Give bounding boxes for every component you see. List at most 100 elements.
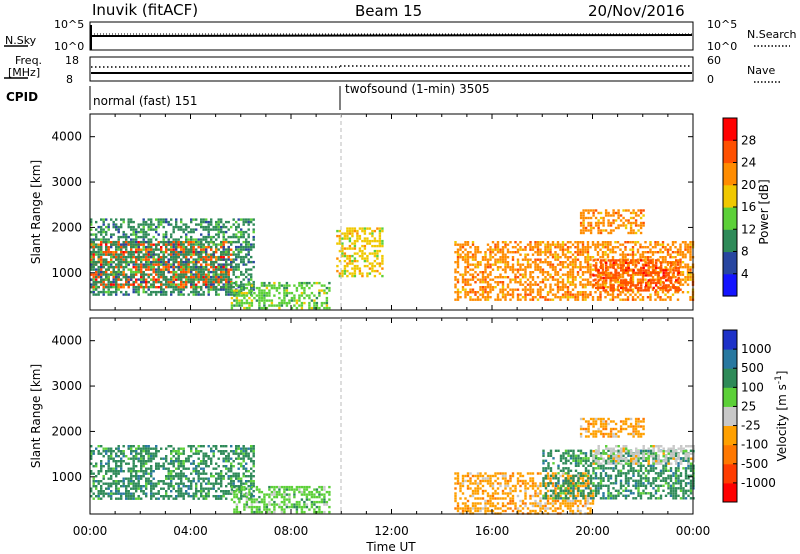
- echo-cell: [634, 253, 637, 256]
- echo-cell: [544, 253, 547, 256]
- echo-cell: [288, 500, 291, 504]
- echo-cell: [102, 283, 105, 286]
- echo-cell: [97, 276, 100, 279]
- echo-cell: [157, 270, 160, 274]
- echo-cell: [486, 293, 490, 296]
- echo-cell: [202, 225, 205, 229]
- echo-cell: [200, 243, 203, 246]
- echo-cell: [92, 256, 95, 259]
- echo-cell: [456, 251, 460, 254]
- echo-cell: [677, 286, 680, 290]
- echo-cell: [381, 262, 384, 265]
- echo-cell: [172, 280, 175, 284]
- echo-cell: [561, 281, 565, 284]
- echo-cell: [669, 296, 672, 299]
- echo-cell: [95, 233, 98, 236]
- echo-cell: [237, 253, 240, 256]
- echo-cell: [647, 271, 650, 275]
- echo-cell: [646, 296, 650, 299]
- echo-cell: [338, 229, 342, 233]
- echo-cell: [140, 497, 143, 500]
- echo-cell: [589, 209, 593, 212]
- echo-cell: [217, 487, 220, 490]
- echo-cell: [252, 482, 255, 485]
- echo-cell: [280, 508, 284, 511]
- echo-cell: [549, 286, 552, 289]
- echo-cell: [145, 268, 148, 271]
- echo-cell: [238, 299, 241, 302]
- echo-cell: [140, 276, 143, 279]
- echo-cell: [147, 245, 150, 249]
- echo-cell: [524, 288, 527, 291]
- echo-cell: [609, 224, 613, 227]
- echo-cell: [546, 263, 550, 266]
- echo-cell: [629, 241, 632, 244]
- echo-cell: [486, 291, 490, 294]
- echo-cell: [635, 259, 638, 262]
- echo-cell: [190, 265, 193, 269]
- echo-cell: [150, 485, 153, 488]
- echo-cell: [215, 273, 218, 276]
- echo-cell: [288, 291, 291, 295]
- echo-cell: [102, 281, 105, 284]
- echo-cell: [217, 243, 220, 246]
- echo-cell: [160, 223, 163, 226]
- echo-cell: [298, 281, 301, 285]
- echo-cell: [621, 256, 625, 259]
- echo-cell: [217, 273, 220, 276]
- echo-cell: [263, 304, 266, 307]
- echo-cell: [561, 263, 565, 266]
- echo-cell: [150, 452, 153, 455]
- echo-cell: [605, 269, 608, 272]
- echo-cell: [170, 278, 173, 281]
- echo-cell: [137, 477, 140, 480]
- echo-cell: [614, 226, 618, 230]
- echo-cell: [554, 271, 557, 274]
- echo-cell: [313, 281, 316, 285]
- echo-cell: [541, 251, 545, 254]
- echo-cell: [574, 263, 577, 266]
- echo-cell: [207, 445, 210, 448]
- echo-cell: [245, 301, 249, 305]
- echo-cell: [92, 265, 95, 269]
- echo-cell: [172, 497, 175, 500]
- echo-cell: [504, 271, 507, 274]
- echo-cell: [97, 225, 100, 229]
- echo-cell: [621, 251, 625, 254]
- echo-cell: [494, 258, 497, 261]
- echo-cell: [147, 293, 150, 296]
- echo-cell: [200, 477, 203, 480]
- echo-cell: [283, 284, 286, 287]
- echo-cell: [579, 231, 583, 235]
- echo-cell: [167, 472, 170, 475]
- echo-cell: [150, 260, 153, 264]
- echo-cell: [95, 268, 98, 271]
- echo-cell: [586, 241, 590, 244]
- echo-cell: [544, 286, 547, 289]
- echo-cell: [227, 452, 230, 455]
- echo-cell: [625, 266, 628, 270]
- freq-label-1: Freq.: [15, 54, 42, 67]
- echo-cell: [569, 246, 572, 249]
- echo-cell: [140, 268, 143, 271]
- echo-cell: [300, 291, 304, 295]
- echo-cell: [586, 293, 590, 296]
- echo-cell: [232, 268, 235, 271]
- echo-cell: [212, 253, 215, 256]
- echo-cell: [556, 296, 560, 299]
- echo-cell: [150, 480, 153, 483]
- echo-cell: [516, 243, 520, 246]
- echo-cell: [195, 452, 198, 455]
- echo-cell: [120, 497, 123, 500]
- echo-cell: [160, 457, 163, 460]
- echo-cell: [205, 246, 208, 249]
- echo-cell: [130, 250, 133, 254]
- echo-cell: [212, 288, 215, 291]
- echo-cell: [549, 243, 552, 246]
- echo-cell: [92, 253, 95, 256]
- echo-cell: [237, 223, 240, 226]
- echo-cell: [107, 223, 110, 226]
- echo-cell: [225, 283, 228, 286]
- echo-cell: [476, 266, 480, 269]
- echo-cell: [100, 225, 103, 229]
